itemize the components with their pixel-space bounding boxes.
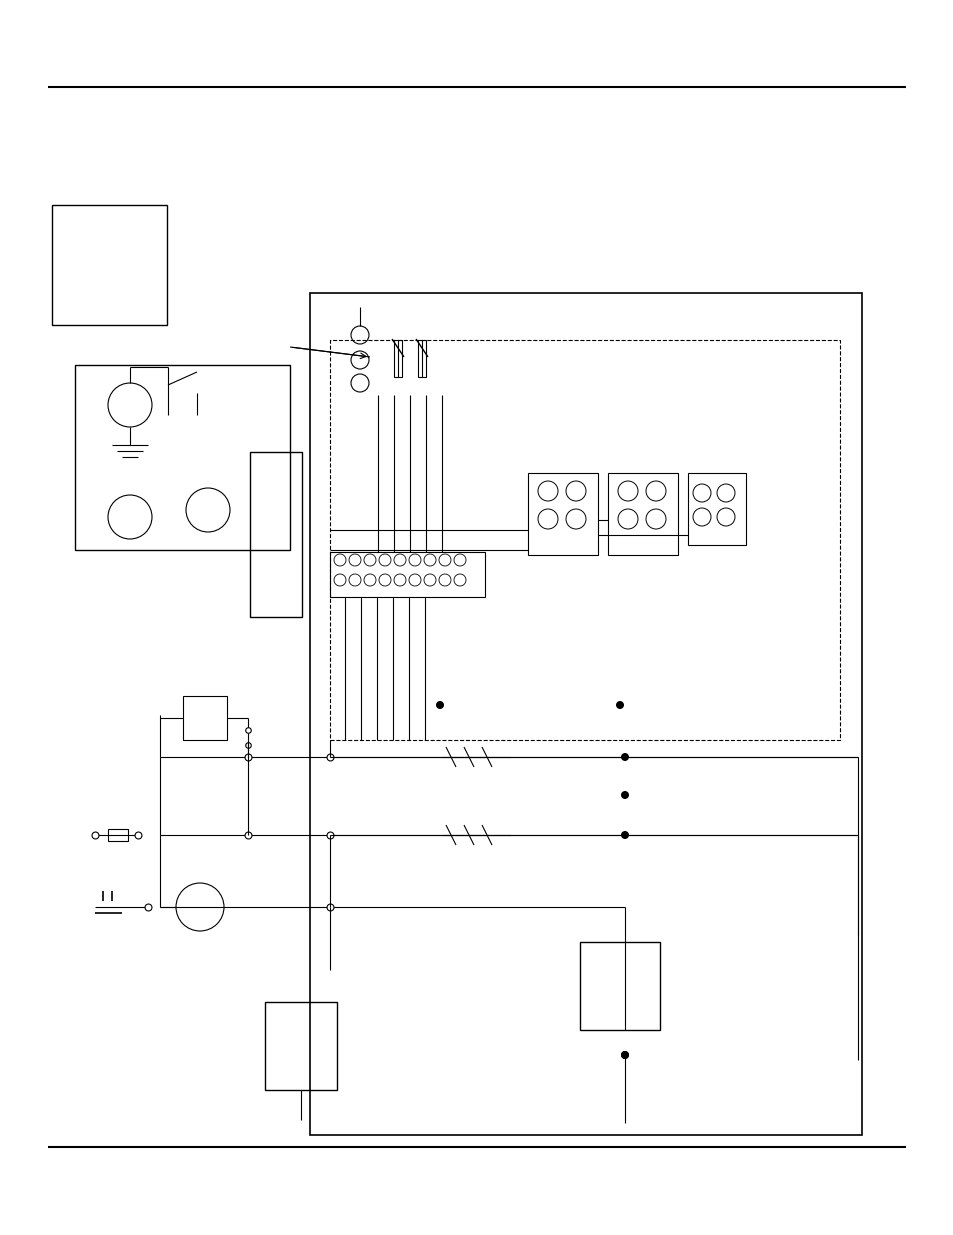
Bar	[75, 366, 290, 550]
Bar	[183, 697, 227, 740]
Bar	[687, 473, 745, 545]
Bar	[330, 552, 484, 597]
Bar	[265, 1002, 336, 1091]
Bar	[330, 340, 840, 740]
Bar	[417, 340, 426, 377]
Bar	[394, 340, 401, 377]
Bar	[250, 452, 302, 618]
Circle shape	[616, 701, 623, 709]
Circle shape	[436, 701, 443, 709]
Bar	[579, 942, 659, 1030]
Circle shape	[620, 1051, 628, 1058]
Bar	[607, 473, 678, 555]
Circle shape	[620, 790, 628, 799]
Bar	[527, 473, 598, 555]
Bar	[310, 293, 862, 1135]
Bar	[52, 205, 167, 325]
Circle shape	[620, 831, 628, 839]
Bar	[108, 829, 128, 841]
Circle shape	[620, 753, 628, 761]
Circle shape	[620, 1051, 628, 1058]
